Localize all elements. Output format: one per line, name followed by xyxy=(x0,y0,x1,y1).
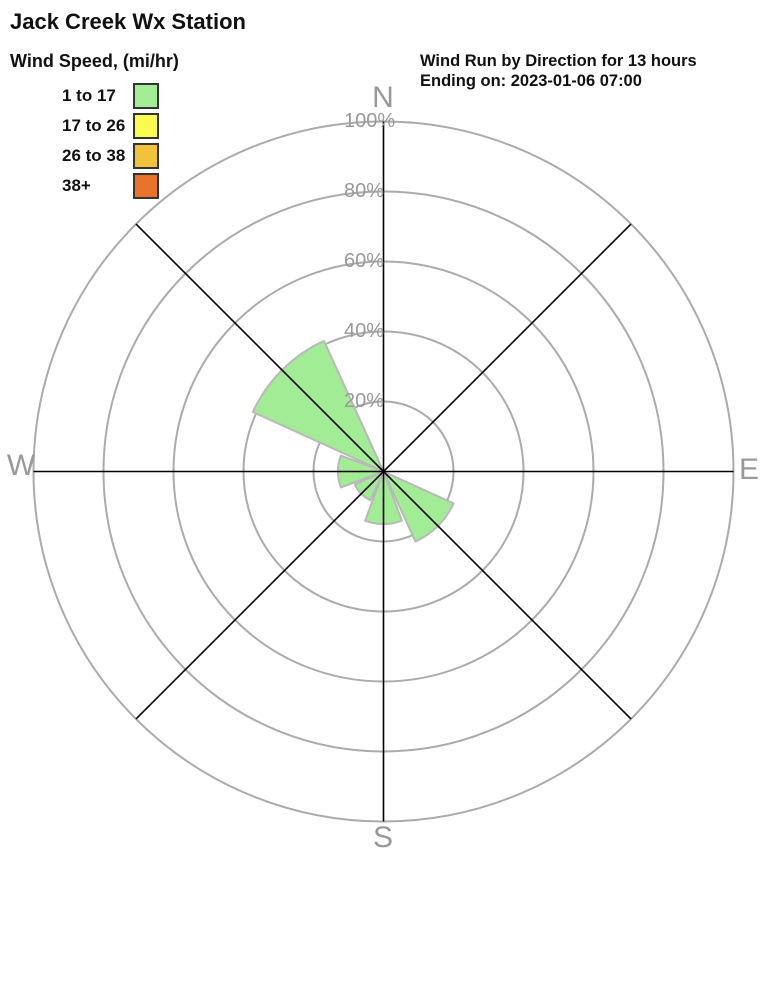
ring-label-20: 20% xyxy=(344,390,385,412)
legend-title: Wind Speed, (mi/hr) xyxy=(10,51,179,71)
legend-item: 38+ xyxy=(62,172,179,199)
chart-title: Wind Run by Direction for 13 hours xyxy=(420,52,697,70)
compass-label-west: W xyxy=(6,449,36,482)
compass-label-north: N xyxy=(372,81,394,114)
compass-label-east: E xyxy=(738,453,759,486)
legend-swatch-orange xyxy=(133,172,159,199)
legend-item: 1 to 17 xyxy=(62,82,179,109)
compass-label-south: S xyxy=(372,821,393,854)
legend-item-label: 1 to 17 xyxy=(62,85,116,105)
legend-item-label: 38+ xyxy=(62,175,91,195)
legend-swatch-green xyxy=(133,82,159,109)
chart-header: Wind Run by Direction for 13 hours Endin… xyxy=(420,51,697,91)
legend-item: 17 to 26 xyxy=(62,112,179,139)
page-title: Jack Creek Wx Station xyxy=(10,9,246,34)
legend-swatch-yellow xyxy=(133,112,159,139)
legend-item: 26 to 38 xyxy=(62,142,179,169)
chart-subtitle: Ending on: 2023-01-06 07:00 xyxy=(420,72,642,90)
ring-label-60: 60% xyxy=(344,250,385,272)
legend-item-label: 26 to 38 xyxy=(62,145,126,165)
wind-speed-legend: Wind Speed, (mi/hr) 1 to 17 17 to 26 26 … xyxy=(10,51,179,204)
ring-label-40: 40% xyxy=(344,320,385,342)
ring-label-80: 80% xyxy=(344,180,385,202)
legend-swatch-amber xyxy=(133,142,159,169)
legend-item-label: 17 to 26 xyxy=(62,115,126,135)
axis-line xyxy=(135,223,632,720)
ring-label-100: 100% xyxy=(344,110,396,132)
